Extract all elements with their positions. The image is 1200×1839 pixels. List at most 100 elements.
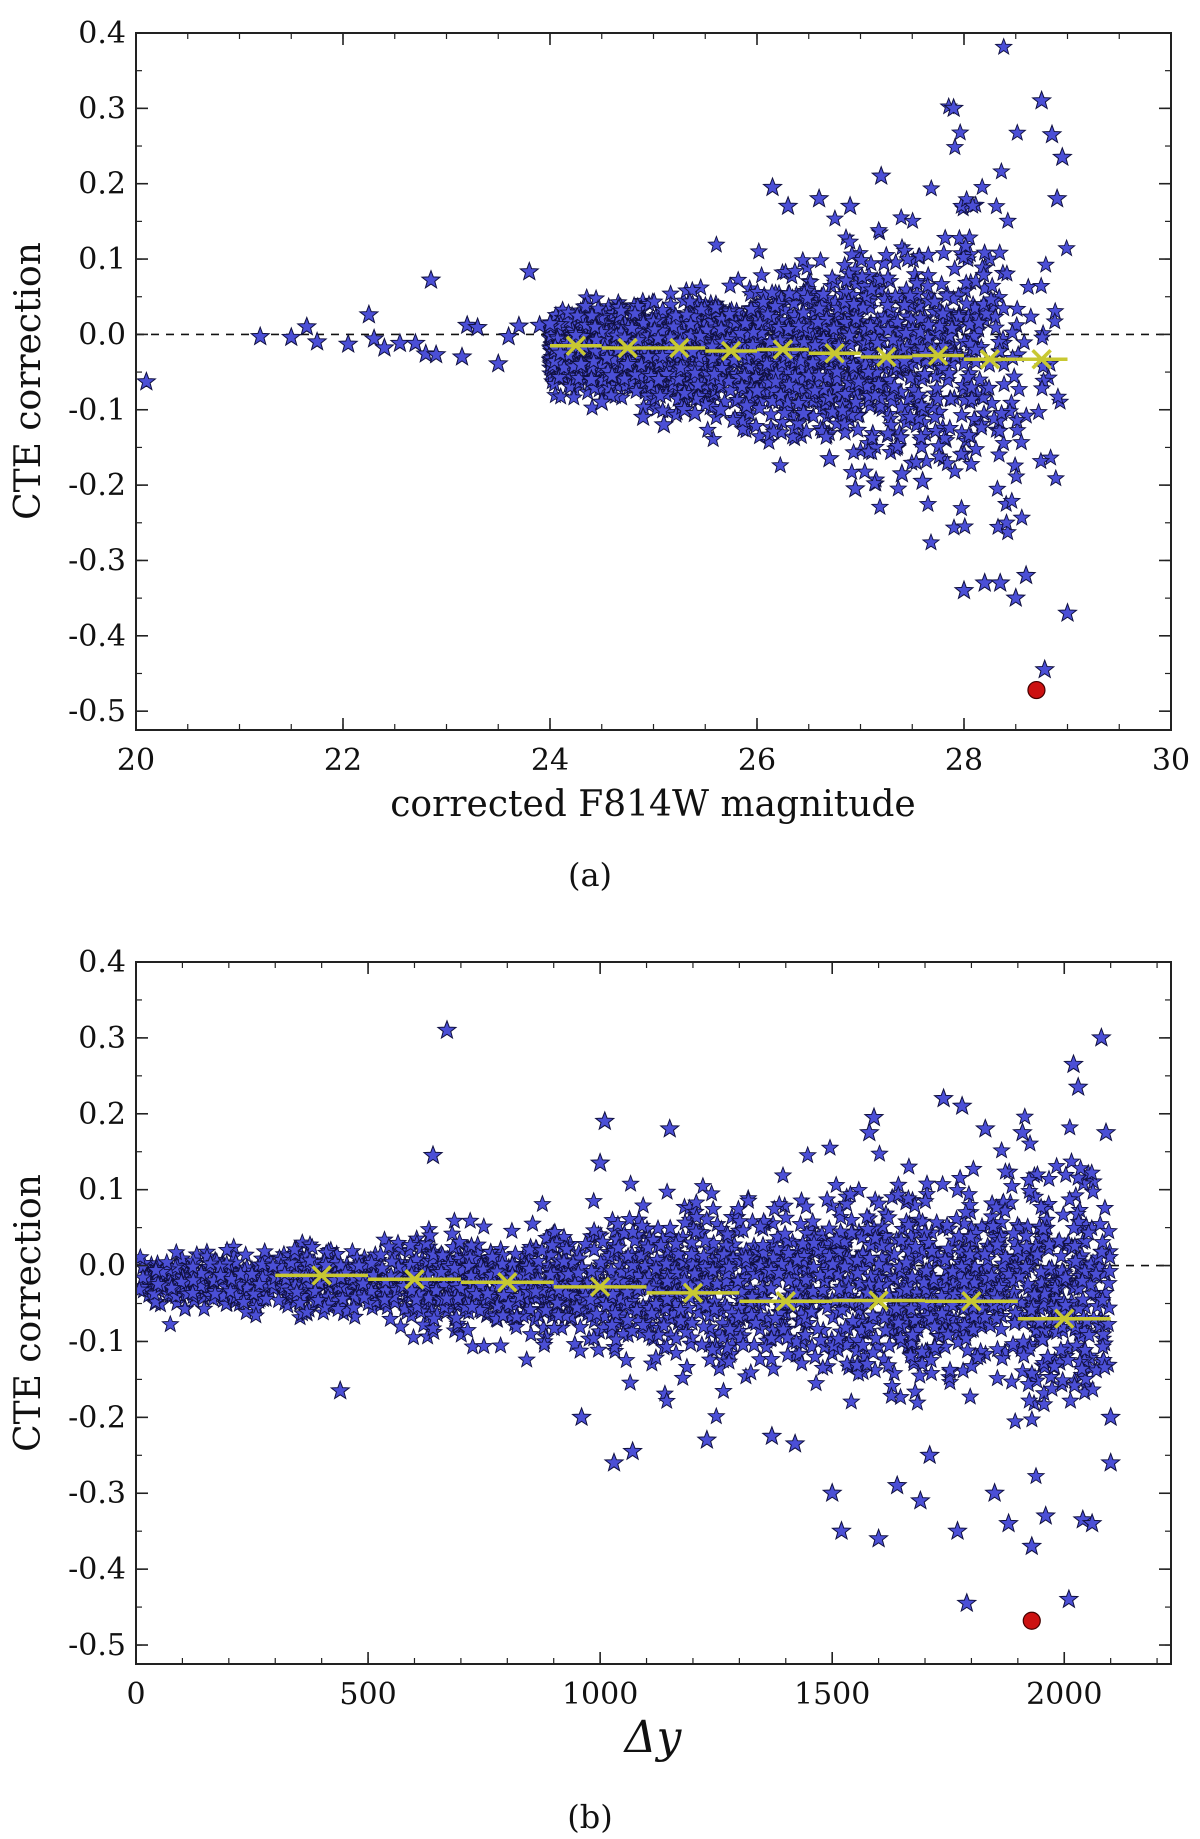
data-point [885,376,904,395]
data-point [1005,587,1027,607]
data-point [798,1145,818,1164]
data-point [660,1218,680,1237]
data-point [779,375,799,393]
data-point [1017,1237,1036,1255]
data-point [839,263,858,282]
data-point [451,1278,470,1297]
data-point [389,332,411,353]
data-point [888,436,908,455]
data-point [921,532,941,551]
data-point [1062,1151,1081,1170]
data-point [974,265,994,283]
data-point [625,303,645,322]
data-point [1022,1409,1042,1428]
data-point [1021,307,1041,325]
data-point [856,355,875,373]
data-point [576,296,595,315]
y-tick-label: -0.3 [68,543,126,578]
data-point [916,1191,935,1210]
data-point [902,1267,922,1286]
data-point [879,1207,898,1226]
data-point [811,250,830,269]
data-point [803,352,823,371]
data-point [876,1320,895,1339]
data-point [982,1206,1002,1225]
data-point [865,385,885,404]
data-point [646,1348,666,1366]
data-point [764,1199,784,1218]
data-point [746,416,766,435]
data-point [757,354,777,373]
data-point [962,1356,982,1375]
data-point [941,389,960,408]
data-point [730,323,750,342]
data-point [711,319,731,337]
data-point [819,1219,839,1237]
data-point [958,367,978,386]
data-point [628,330,648,349]
data-point [840,326,859,344]
data-point [648,368,670,389]
data-point [1093,1324,1113,1343]
data-point [650,386,670,404]
data-point [878,268,898,286]
y-tick-label: 0.2 [78,167,126,202]
data-point [523,1214,542,1232]
data-point [1009,379,1029,398]
data-point [374,337,395,357]
data-point [832,1300,852,1318]
data-point [693,1176,713,1195]
data-point [569,368,589,387]
data-point [597,348,617,367]
data-point [836,1317,855,1336]
data-point [929,446,949,465]
data-point [1046,468,1066,487]
data-point [446,1308,466,1326]
data-point [698,420,718,438]
data-point [700,1350,720,1368]
data-point [986,318,1006,336]
data-point [1099,1273,1118,1292]
data-point [576,1234,595,1253]
data-point [901,1346,920,1364]
data-point [620,1209,639,1228]
data-point [1061,1391,1080,1409]
data-point [884,1244,904,1263]
data-point [859,362,878,381]
data-point [720,276,740,294]
data-point [710,398,732,419]
data-point [964,1159,983,1178]
data-point [898,249,917,268]
data-point [909,385,928,403]
data-point [964,409,984,428]
data-point [1057,602,1078,623]
data-point [945,461,965,480]
data-point [1010,1266,1030,1285]
data-point [974,388,993,406]
data-point [954,247,973,266]
data-point [974,403,994,422]
data-point [1022,1363,1042,1382]
data-point [741,1362,761,1381]
data-point [528,1251,548,1270]
data-point [963,196,983,214]
data-point [952,498,971,517]
data-point [1051,1340,1071,1358]
data-point [1090,1214,1110,1233]
data-point [753,292,773,311]
data-point [988,479,1007,497]
data-point [1035,1284,1054,1303]
data-point [601,364,623,385]
data-point [302,1237,322,1256]
data-point [703,1199,723,1218]
data-point [653,413,675,434]
data-point [907,273,927,292]
data-point [1032,1273,1052,1291]
data-point [674,398,695,419]
data-point [714,1381,733,1400]
data-point [966,340,985,358]
data-point [644,292,664,310]
data-point [776,1208,796,1226]
data-point [992,403,1011,422]
data-point [1004,367,1024,385]
